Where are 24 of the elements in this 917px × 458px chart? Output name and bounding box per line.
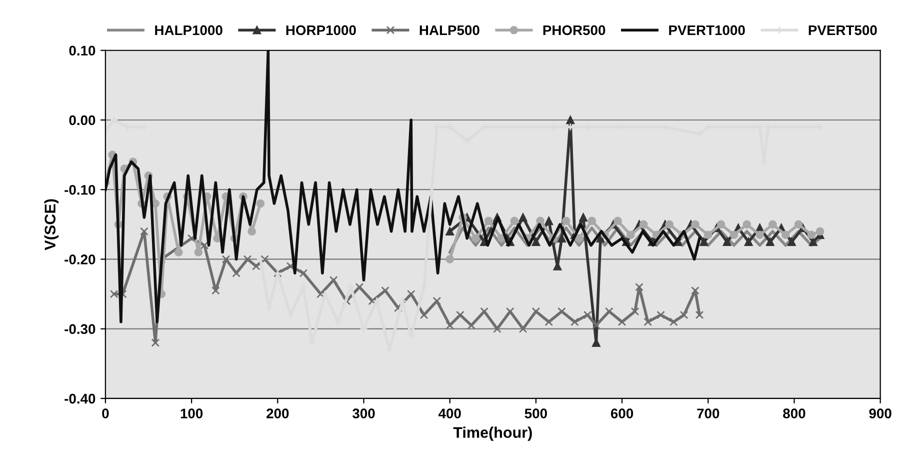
x-tick-label: 100 [180,408,203,418]
legend-label: HALP1000 [155,25,222,36]
x-tick-label: 200 [266,408,289,418]
y-tick-label: -0.10 [64,184,96,195]
legend-label: HORP1000 [286,25,356,36]
legend-label: HALP500 [420,25,480,36]
y-tick-label: 0.10 [69,46,96,56]
x-tick-label: 400 [438,408,461,418]
x-tick-label: 800 [783,408,806,418]
x-tick-label: 500 [524,408,547,418]
y-tick-label: -0.40 [64,394,96,404]
x-tick-label: 300 [352,408,375,418]
x-tick-label: 900 [869,408,892,418]
x-tick-label: 700 [697,408,720,418]
x-axis-title: Time(hour) [453,426,532,441]
y-axis-title: V(SCE) [44,199,59,250]
y-tick-label: -0.20 [64,254,96,264]
legend-label: PHOR500 [543,25,606,36]
x-tick-label: 600 [610,408,634,418]
x-tick-label: 0 [102,408,109,418]
legend-label: PVERT500 [808,25,877,36]
y-tick-label: 0.00 [69,115,96,126]
y-tick-label: -0.30 [64,324,96,334]
legend-label: PVERT1000 [669,25,745,36]
